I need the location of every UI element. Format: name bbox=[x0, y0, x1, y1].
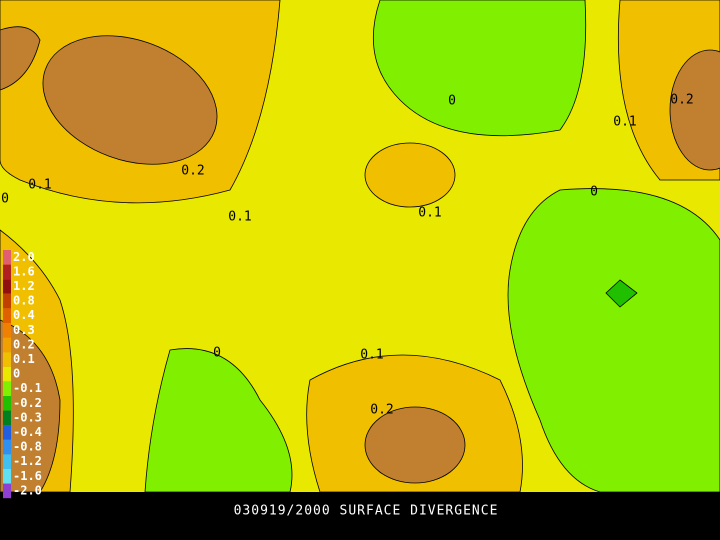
legend-label: -0.3 bbox=[13, 410, 42, 424]
legend-swatch bbox=[3, 366, 11, 382]
legend-label: -0.2 bbox=[13, 396, 42, 410]
legend-swatch bbox=[3, 352, 11, 367]
legend-label: -2.0 bbox=[13, 483, 42, 497]
legend-swatch bbox=[3, 454, 11, 469]
fields bbox=[0, 0, 720, 493]
contour-label: 0.1 bbox=[360, 348, 383, 363]
legend-label: 1.2 bbox=[13, 279, 35, 293]
legend-swatch bbox=[3, 410, 11, 426]
contour-label: 0.1 bbox=[28, 178, 51, 193]
legend-label: 2.0 bbox=[13, 250, 35, 264]
legend-swatch bbox=[3, 308, 11, 323]
contour-label: 0 bbox=[1, 192, 9, 207]
legend-label: -1.2 bbox=[13, 454, 42, 468]
legend-swatch bbox=[3, 293, 11, 309]
legend-label: -0.8 bbox=[13, 440, 42, 454]
contour-label: 0.2 bbox=[370, 403, 393, 418]
legend-swatch bbox=[3, 396, 11, 411]
legend-swatch bbox=[3, 439, 11, 455]
legend-label: 0.2 bbox=[13, 337, 35, 351]
legend-swatch bbox=[3, 279, 11, 294]
legend-swatch bbox=[3, 250, 11, 265]
legend-swatch bbox=[3, 264, 11, 280]
legend-label: 0 bbox=[13, 367, 20, 381]
contour-labels: 0 0.20.10.10.20.1 0.100 0.10.20 bbox=[1, 93, 694, 418]
contour-label: 0.1 bbox=[228, 210, 251, 225]
legend-swatch bbox=[3, 483, 11, 499]
legend-label: -0.4 bbox=[13, 425, 42, 439]
legend-swatch bbox=[3, 381, 11, 396]
legend-swatch bbox=[3, 425, 11, 440]
legend-label: 0.3 bbox=[13, 323, 35, 337]
legend-swatch bbox=[3, 323, 11, 338]
contour-label: 0.2 bbox=[670, 93, 693, 108]
contour-label: 0 bbox=[448, 94, 456, 109]
contour-label: 0.1 bbox=[418, 206, 441, 221]
contour-label: 0 bbox=[590, 185, 598, 200]
contour-label: 0 bbox=[213, 346, 221, 361]
legend: 2.01.61.20.80.40.30.20.10-0.1-0.2-0.3-0.… bbox=[3, 250, 42, 499]
legend-label: 0.8 bbox=[13, 294, 35, 308]
legend-swatch bbox=[3, 337, 11, 353]
caption: 030919/2000 SURFACE DIVERGENCE bbox=[234, 504, 499, 519]
legend-swatch bbox=[3, 469, 11, 484]
legend-label: 0.4 bbox=[13, 308, 35, 322]
legend-label: 1.6 bbox=[13, 264, 35, 278]
legend-label: -1.6 bbox=[13, 469, 42, 483]
contour-label: 0.2 bbox=[181, 164, 204, 179]
contour-label: 0.1 bbox=[613, 115, 636, 130]
legend-label: -0.1 bbox=[13, 381, 42, 395]
legend-label: 0.1 bbox=[13, 352, 35, 366]
